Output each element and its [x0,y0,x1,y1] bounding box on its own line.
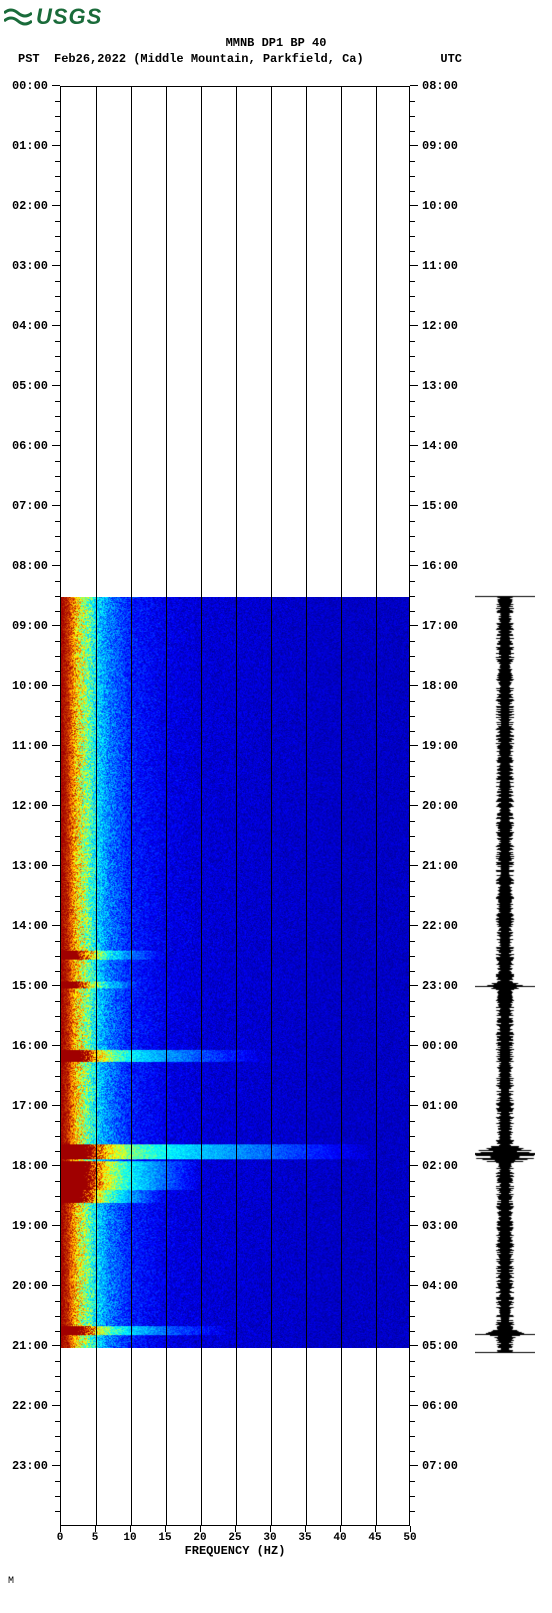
xtick-label: 35 [298,1532,311,1544]
xtick-label: 30 [263,1532,276,1544]
xtick-label: 25 [228,1532,241,1544]
ytick-right: 06:00 [410,1399,470,1413]
ytick-left: 16:00 [0,1039,60,1053]
ytick-left: 21:00 [0,1339,60,1353]
gridline [131,87,132,1525]
tz-right-label: UTC [440,52,462,66]
ytick-right: 00:00 [410,1039,470,1053]
chart-title: MMNB DP1 BP 40 [0,36,552,52]
ytick-left: 07:00 [0,499,60,513]
xtick-label: 40 [333,1532,346,1544]
gridline [236,87,237,1525]
gridline [201,87,202,1525]
ytick-left: 02:00 [0,199,60,213]
ytick-right: 12:00 [410,319,470,333]
ytick-right: 07:00 [410,1459,470,1473]
spectrogram-chart: 00:00 01:00 02:00 03:00 04:00 05:00 06:00 07:00… [0,76,552,1556]
xtick-label: 45 [368,1532,381,1544]
ytick-left: 17:00 [0,1099,60,1113]
plot-area [60,86,410,1526]
x-axis-frequency: FREQUENCY (HZ) 05101520253035404550 [60,1526,410,1556]
ytick-right: 14:00 [410,439,470,453]
waveform-canvas [475,86,535,1526]
ytick-right: 05:00 [410,1339,470,1353]
ytick-left: 01:00 [0,139,60,153]
ytick-left: 10:00 [0,679,60,693]
ytick-left: 20:00 [0,1279,60,1293]
ytick-right: 20:00 [410,799,470,813]
ytick-left: 06:00 [0,439,60,453]
gridline [271,87,272,1525]
ytick-right: 21:00 [410,859,470,873]
ytick-left: 19:00 [0,1219,60,1233]
waveform-trace [475,86,535,1526]
ytick-right: 01:00 [410,1099,470,1113]
ytick-right: 08:00 [410,79,470,93]
xtick-label: 20 [193,1532,206,1544]
ytick-right: 04:00 [410,1279,470,1293]
tz-left-label: PST Feb26,2022 (Middle Mountain, Parkfie… [18,52,364,66]
ytick-right: 11:00 [410,259,470,273]
ytick-left: 11:00 [0,739,60,753]
ytick-left: 03:00 [0,259,60,273]
ytick-left: 22:00 [0,1399,60,1413]
ytick-left: 05:00 [0,379,60,393]
ytick-right: 23:00 [410,979,470,993]
gridline [341,87,342,1525]
ytick-left: 13:00 [0,859,60,873]
ytick-left: 12:00 [0,799,60,813]
usgs-wave-icon [4,7,32,27]
ytick-right: 03:00 [410,1219,470,1233]
footer-mark: M [0,1576,552,1587]
chart-subtitle: PST Feb26,2022 (Middle Mountain, Parkfie… [0,52,552,66]
ytick-right: 10:00 [410,199,470,213]
y-axis-right-utc: 08:0009:0010:0011:0012:0013:0014:0015:00… [410,86,470,1526]
ytick-right: 19:00 [410,739,470,753]
gridline [166,87,167,1525]
xtick-label: 10 [123,1532,136,1544]
x-axis-label: FREQUENCY (HZ) [60,1544,410,1558]
ytick-right: 15:00 [410,499,470,513]
spectrogram-canvas [61,597,409,1349]
xtick-label: 50 [403,1532,416,1544]
ytick-right: 17:00 [410,619,470,633]
ytick-left: 14:00 [0,919,60,933]
title-line1: MMNB DP1 BP 40 [0,36,552,52]
ytick-right: 09:00 [410,139,470,153]
gridline [376,87,377,1525]
ytick-right: 18:00 [410,679,470,693]
ytick-right: 02:00 [410,1159,470,1173]
usgs-logo: USGS [0,0,552,30]
ytick-right: 22:00 [410,919,470,933]
y-axis-left-pst: 00:0001:0002:0003:0004:0005:0006:0007:00… [0,86,60,1526]
xtick-label: 0 [57,1532,64,1544]
ytick-left: 18:00 [0,1159,60,1173]
gridline [96,87,97,1525]
ytick-left: 23:00 [0,1459,60,1473]
ytick-left: 09:00 [0,619,60,633]
ytick-left: 15:00 [0,979,60,993]
xtick-label: 15 [158,1532,171,1544]
xtick-label: 5 [92,1532,99,1544]
ytick-right: 13:00 [410,379,470,393]
ytick-left: 04:00 [0,319,60,333]
ytick-left: 08:00 [0,559,60,573]
gridline [306,87,307,1525]
usgs-logo-text: USGS [36,4,102,30]
ytick-left: 00:00 [0,79,60,93]
ytick-right: 16:00 [410,559,470,573]
